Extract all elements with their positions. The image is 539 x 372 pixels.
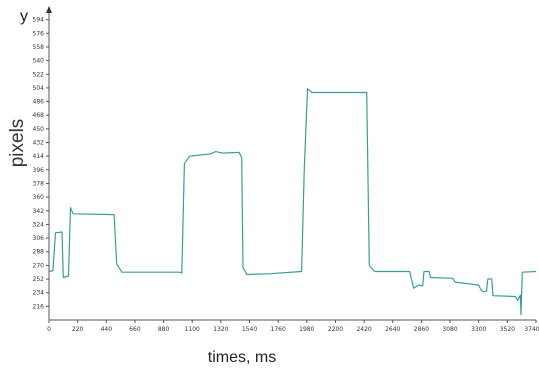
y-tick-label: 576 xyxy=(33,30,45,37)
x-tick-label: 1320 xyxy=(213,326,228,333)
x-axis-title: times, ms xyxy=(208,349,276,366)
y-tick-label: 468 xyxy=(33,112,45,119)
x-tick-label: 880 xyxy=(158,326,170,333)
y-tick-label: 378 xyxy=(33,180,45,187)
y-tick-label: 216 xyxy=(33,303,45,310)
y-axis-arrow xyxy=(46,6,52,13)
y-tick-label: 252 xyxy=(33,276,45,283)
x-tick-label: 1980 xyxy=(299,326,314,333)
y-tick-label: 270 xyxy=(33,262,45,269)
y-tick-label: 522 xyxy=(33,71,45,78)
x-tick-label: 220 xyxy=(72,326,84,333)
y-tick-label: 486 xyxy=(33,99,45,106)
x-tick-label: 440 xyxy=(101,326,113,333)
y-tick-label: 504 xyxy=(33,85,45,92)
x-tick-label: 3740 xyxy=(524,326,539,333)
y-tick-label: 324 xyxy=(33,221,45,228)
y-tick-label: 234 xyxy=(33,290,45,297)
x-tick-label: 3300 xyxy=(471,326,486,333)
y-tick-label: 594 xyxy=(33,17,45,24)
x-tick-label: 0 xyxy=(47,326,51,333)
x-tick-label: 3080 xyxy=(442,326,457,333)
x-tick-label: 2640 xyxy=(385,326,400,333)
series-line xyxy=(48,88,537,316)
x-tick-label: 3520 xyxy=(500,326,515,333)
y-tick-label: 558 xyxy=(33,44,45,51)
x-axis-ticks: 0 220 440 660 880 1100 1320 1540 1760 1980 2200 242… xyxy=(47,320,539,333)
y-axis-title: pixels xyxy=(7,119,28,168)
x-tick-label: 660 xyxy=(129,326,141,333)
y-tick-label: 432 xyxy=(33,140,45,147)
y-tick-label: 450 xyxy=(33,126,45,133)
x-tick-label: 1760 xyxy=(271,326,286,333)
x-tick-label: 1540 xyxy=(242,326,257,333)
y-tick-label: 396 xyxy=(33,167,45,174)
y-tick-label: 306 xyxy=(33,235,45,242)
x-tick-label: 1100 xyxy=(185,326,200,333)
x-tick-label: 2200 xyxy=(328,326,343,333)
y-tick-label: 360 xyxy=(33,194,45,201)
x-tick-label: 2860 xyxy=(414,326,429,333)
y-tick-label: 414 xyxy=(33,153,45,160)
y-tick-label: 540 xyxy=(33,58,45,65)
y-axis-letter: y xyxy=(20,8,28,25)
y-tick-label: 288 xyxy=(33,249,45,256)
x-tick-label: 2420 xyxy=(356,326,371,333)
y-tick-label: 342 xyxy=(33,208,45,215)
y-axis-ticks: 216 234 252 270 288 306 324 342 360 378 396 414 432 4… xyxy=(33,17,49,310)
